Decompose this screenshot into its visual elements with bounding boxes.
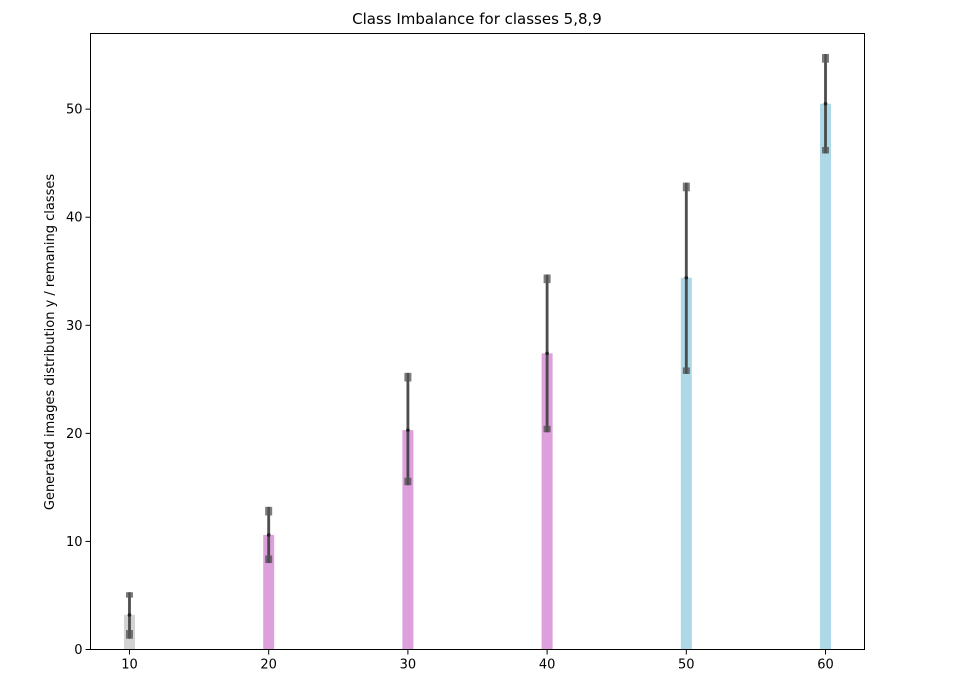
x-tick-label-10: 10 — [121, 658, 138, 673]
x-tick-label-20: 20 — [260, 658, 277, 673]
bar-40 — [541, 353, 553, 650]
errorbar-cap-60-lower — [822, 146, 830, 154]
errorbar-10 — [125, 592, 133, 639]
y-tick-label-10: 10 — [66, 535, 83, 550]
errorbar-cap-30-upper — [404, 372, 412, 382]
y-tick-label-30: 30 — [66, 319, 83, 334]
errorbar-mean-50 — [684, 275, 689, 280]
errorbar-30 — [404, 372, 412, 486]
errorbar-cap-50-upper — [682, 182, 690, 192]
y-axis-label: Generated images distribution y / remani… — [43, 174, 58, 510]
errorbar-cap-40-lower — [543, 425, 551, 433]
x-tick-label-40: 40 — [539, 658, 556, 673]
y-tick-label-40: 40 — [66, 211, 83, 226]
errorbar-mean-30 — [406, 428, 410, 432]
errorbar-mean-10 — [127, 613, 132, 617]
bar-30 — [402, 430, 414, 650]
errorbar-20 — [265, 506, 273, 564]
x-tick-label-50: 50 — [678, 658, 695, 673]
bar-50 — [680, 277, 692, 650]
errorbar-cap-20-lower — [265, 555, 273, 564]
errorbar-cap-10-upper — [125, 592, 133, 598]
chart-title: Class Imbalance for classes 5,8,9 — [352, 10, 602, 28]
errorbar-mean-60 — [823, 101, 828, 106]
y-tick-label-0: 0 — [74, 643, 82, 658]
bar-20 — [263, 534, 275, 650]
errorbar-cap-60-upper — [822, 54, 830, 63]
errorbar-mean-40 — [545, 351, 549, 356]
errorbar-mean-20 — [266, 533, 271, 537]
errorbar-cap-50-lower — [682, 367, 690, 374]
errorbar-cap-40-upper — [543, 274, 551, 284]
errorbar-cap-20-upper — [265, 506, 273, 516]
plot-frame — [90, 33, 865, 650]
errorbars-layer — [125, 54, 830, 639]
x-tick-label-60: 60 — [817, 658, 834, 673]
y-tick-label-20: 20 — [66, 427, 83, 442]
y-tick-label-50: 50 — [66, 103, 83, 118]
bars-layer — [123, 103, 832, 650]
y-ticks-layer: 0 10 20 30 40 50 — [66, 103, 91, 658]
bar-60 — [820, 103, 832, 650]
x-ticks-layer: 10 20 30 40 50 60 — [121, 649, 834, 673]
errorbar-40 — [543, 274, 551, 433]
x-tick-label-30: 30 — [400, 658, 417, 673]
errorbar-60 — [822, 54, 830, 154]
errorbar-cap-30-lower — [404, 477, 412, 486]
errorbar-50 — [682, 182, 690, 374]
errorbar-cap-10-lower — [125, 630, 133, 639]
